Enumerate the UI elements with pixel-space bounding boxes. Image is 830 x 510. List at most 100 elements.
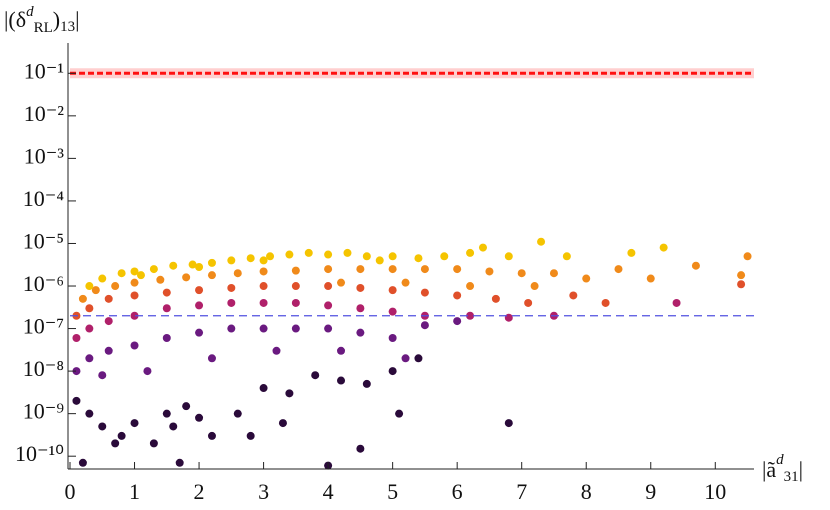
label-sub: RL <box>34 20 53 36</box>
point <box>104 294 113 303</box>
point <box>388 333 397 342</box>
point <box>182 273 191 282</box>
point <box>246 431 255 440</box>
point <box>162 409 171 418</box>
point <box>117 431 126 440</box>
point <box>291 324 300 333</box>
point <box>672 298 681 307</box>
point <box>272 346 281 355</box>
point <box>478 243 487 252</box>
x-tick-label: 6 <box>452 479 463 504</box>
point <box>72 396 81 405</box>
point <box>104 346 113 355</box>
x-axis-label: |ãd31| <box>762 452 803 485</box>
point <box>130 419 139 428</box>
point <box>72 333 81 342</box>
point <box>375 256 384 265</box>
point <box>743 252 752 261</box>
label-sub: 31 <box>784 469 799 485</box>
point <box>691 261 700 270</box>
point <box>169 261 178 270</box>
point <box>195 286 204 295</box>
point <box>85 282 94 291</box>
point <box>737 271 746 280</box>
point <box>285 389 294 398</box>
point <box>78 294 87 303</box>
point <box>156 275 165 284</box>
point <box>504 252 513 261</box>
y-tick-label: 10⁻⁵ <box>23 229 64 254</box>
point <box>85 354 94 363</box>
x-tick-label: 8 <box>581 479 592 504</box>
y-tick-label: 10⁻⁴ <box>23 186 65 211</box>
point <box>324 250 333 259</box>
point <box>530 282 539 291</box>
point <box>646 274 655 283</box>
point <box>188 260 197 269</box>
point <box>401 354 410 363</box>
point <box>356 304 365 313</box>
point <box>420 265 429 274</box>
point <box>388 367 397 376</box>
point <box>491 294 500 303</box>
point <box>227 298 236 307</box>
point <box>401 278 410 287</box>
point <box>414 254 423 263</box>
x-tick-label: 5 <box>387 479 398 504</box>
point <box>266 252 275 261</box>
point <box>388 252 397 261</box>
point <box>420 288 429 297</box>
point <box>582 274 591 283</box>
point <box>162 333 171 342</box>
point <box>737 280 746 289</box>
point <box>259 282 268 291</box>
point <box>259 267 268 276</box>
point <box>259 324 268 333</box>
point <box>356 444 365 453</box>
x-tick-label: 7 <box>516 479 527 504</box>
point <box>130 311 139 320</box>
point <box>453 317 462 326</box>
point <box>291 282 300 291</box>
point <box>304 248 313 257</box>
point <box>356 328 365 337</box>
point <box>614 265 623 274</box>
point <box>227 283 236 292</box>
point <box>549 269 558 278</box>
y-tick-label: 10⁻¹ <box>24 58 64 83</box>
point <box>453 291 462 300</box>
y-tick-label: 10⁻³ <box>24 143 65 168</box>
x-tick-label: 10 <box>704 479 726 504</box>
point <box>117 269 126 278</box>
point <box>485 267 494 276</box>
point <box>175 458 184 467</box>
label-part: |(δ <box>4 7 26 32</box>
point <box>130 278 139 287</box>
label-part: ) <box>53 7 60 32</box>
x-tick-label: 4 <box>323 479 334 504</box>
y-tick-label: 10⁻⁷ <box>23 314 64 339</box>
point <box>324 282 333 291</box>
point <box>143 367 152 376</box>
point <box>466 282 475 291</box>
point <box>569 291 578 300</box>
y-axis-label: |(δdRL)13| <box>4 4 80 36</box>
point <box>466 248 475 257</box>
point <box>182 402 191 411</box>
point <box>149 439 158 448</box>
point <box>162 304 171 313</box>
point <box>504 419 513 428</box>
point <box>356 283 365 292</box>
point <box>130 267 139 276</box>
y-tick-label: 10⁻² <box>24 101 65 126</box>
point <box>227 256 236 265</box>
point <box>259 256 268 265</box>
point <box>453 265 462 274</box>
point <box>388 307 397 316</box>
point <box>504 313 513 322</box>
point <box>233 409 242 418</box>
point <box>440 252 449 261</box>
point <box>78 458 87 467</box>
y-tick-label: 10⁻⁹ <box>23 399 65 424</box>
